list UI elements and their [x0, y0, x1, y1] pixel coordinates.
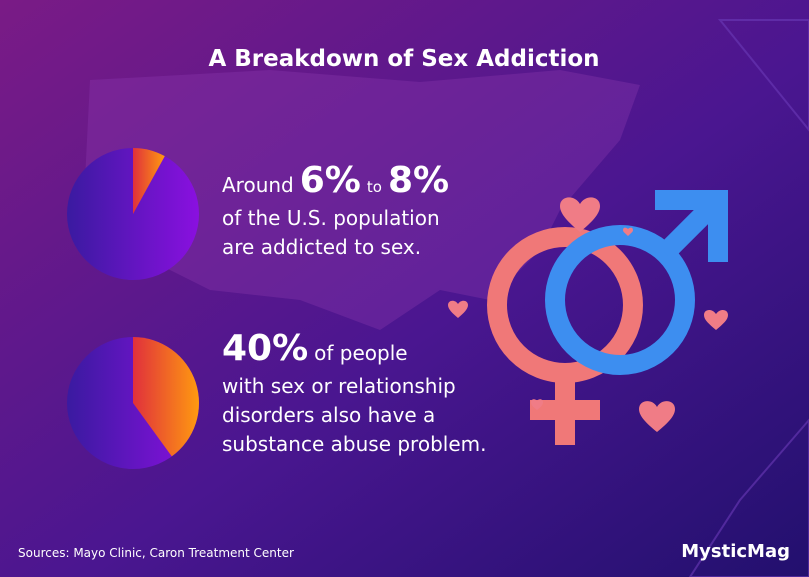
fact-line: with sex or relationship: [222, 374, 456, 398]
title: A Breakdown of Sex Addiction: [208, 46, 599, 72]
fact-text: to: [367, 178, 382, 196]
fact-line: 40% of people: [222, 328, 408, 369]
fact-text: of people: [314, 341, 407, 365]
pie-slice: [133, 148, 165, 214]
fact-line: of the U.S. population: [222, 206, 440, 230]
highlight-number: 40%: [222, 328, 308, 369]
pie-slice: [133, 337, 199, 457]
fact-line: are addicted to sex.: [222, 235, 421, 259]
fact-text: Around: [222, 173, 294, 197]
brand: MysticMag: [681, 541, 790, 562]
highlight-number: 8%: [388, 160, 449, 201]
fact-line: substance abuse problem.: [222, 432, 486, 456]
highlight-number: 6%: [300, 160, 361, 201]
fact-text: are addicted to sex.: [222, 235, 421, 259]
fact-text: of the U.S. population: [222, 206, 440, 230]
fact-line: Around 6% to 8%: [222, 160, 449, 201]
sources: Sources: Mayo Clinic, Caron Treatment Ce…: [18, 546, 294, 560]
fact-text: with sex or relationship: [222, 374, 456, 398]
fact-text: substance abuse problem.: [222, 432, 486, 456]
fact-line: disorders also have a: [222, 403, 435, 427]
fact-text: disorders also have a: [222, 403, 435, 427]
gender-symbols: [448, 190, 728, 445]
decor-lines: [688, 19, 809, 577]
